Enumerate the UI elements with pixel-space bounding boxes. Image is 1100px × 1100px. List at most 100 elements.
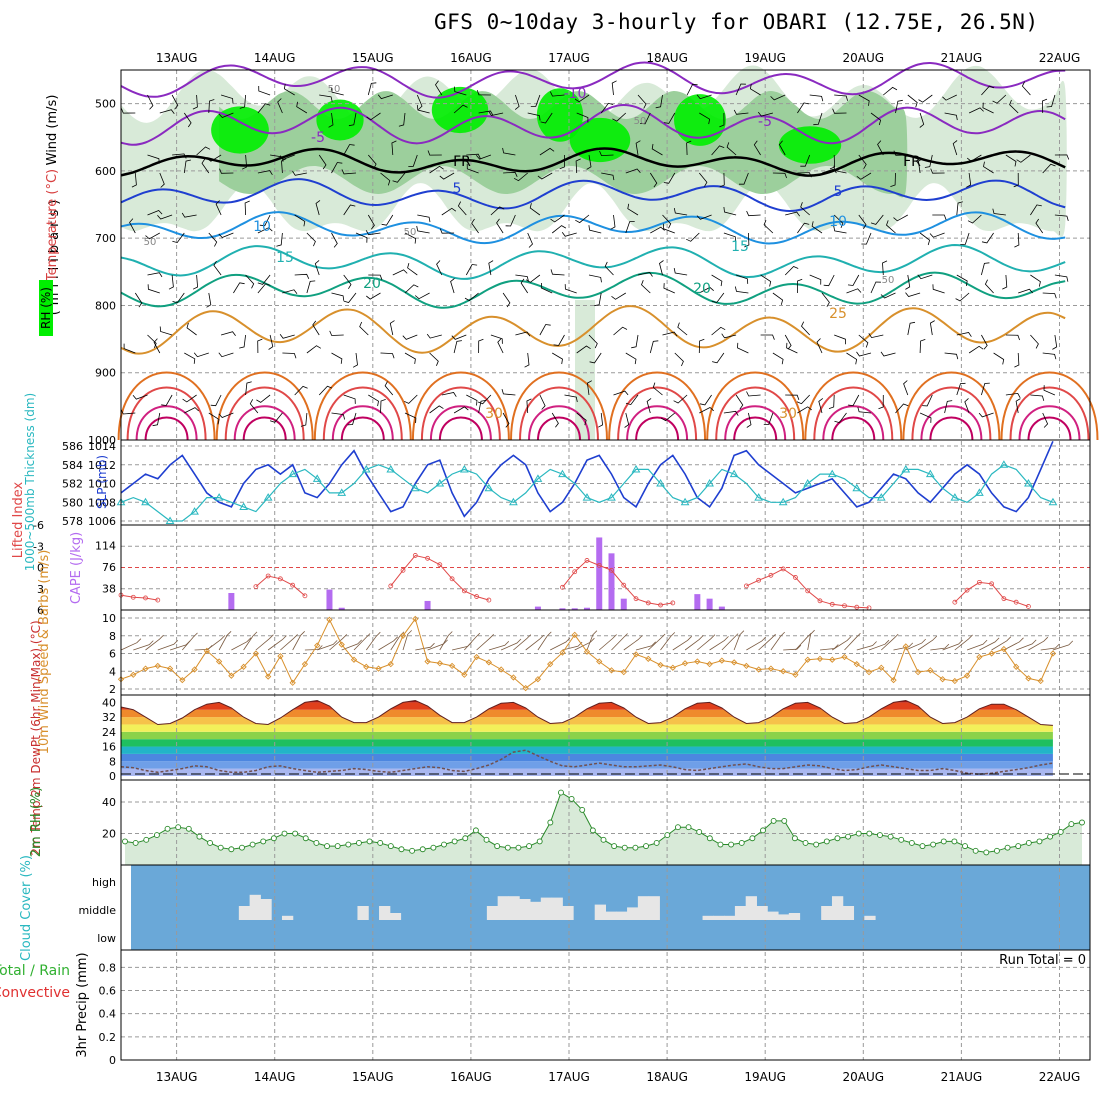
wind-speed-point xyxy=(350,656,358,663)
wind-barb xyxy=(353,633,371,651)
wind-speed-point xyxy=(314,642,321,649)
wind-barb xyxy=(208,412,220,425)
wind-barb xyxy=(811,221,823,234)
temperature-contour xyxy=(733,416,778,441)
rh-point xyxy=(196,833,203,840)
rh-point xyxy=(728,841,735,848)
wind-speed-point xyxy=(326,616,333,623)
wind-speed-point xyxy=(461,671,468,678)
wind-barb xyxy=(208,232,218,247)
lifted-index-point xyxy=(1001,596,1007,602)
wind-barb xyxy=(1018,288,1034,294)
wind-barb xyxy=(457,201,467,216)
wind-barb xyxy=(662,331,678,337)
lifted-index-point xyxy=(474,594,480,599)
wind-barb xyxy=(513,634,532,651)
panel-frame xyxy=(120,439,1091,526)
wind-barb xyxy=(537,172,553,180)
wind-barb xyxy=(186,322,197,336)
wind-barb xyxy=(588,334,598,349)
wind-barb xyxy=(331,292,345,301)
lifted-index-point xyxy=(743,583,749,589)
wind-barb xyxy=(488,260,494,276)
wind-barb xyxy=(588,225,602,234)
temperature-contour xyxy=(608,371,707,441)
rh-high-spot xyxy=(536,88,584,142)
wind-barb xyxy=(856,172,872,180)
cape-bar xyxy=(583,607,590,610)
wind-barb xyxy=(589,352,602,364)
cloud-bar xyxy=(540,897,553,920)
wind-barb xyxy=(918,94,933,103)
wind-barb xyxy=(184,407,199,414)
dewpoint-line xyxy=(120,749,1054,775)
wind-barb xyxy=(466,394,478,406)
wind-barb xyxy=(833,165,847,174)
wind-barb xyxy=(673,268,688,276)
thickness-point xyxy=(925,469,935,478)
wind-barb xyxy=(930,643,950,651)
temperature-contour xyxy=(617,386,698,441)
wind-barb xyxy=(129,218,136,234)
wind-barb xyxy=(956,382,966,396)
rh-point xyxy=(217,844,224,851)
wind-barb xyxy=(161,394,173,406)
thickness-point xyxy=(361,464,371,473)
wind-barb xyxy=(652,382,663,396)
rh-point xyxy=(536,838,543,845)
slp-tick-label: 1006 xyxy=(88,515,116,528)
wind-barb xyxy=(255,634,274,651)
wind-barb xyxy=(758,633,776,651)
temperature-contour xyxy=(635,416,680,441)
thickness-tick-label: 578 xyxy=(62,515,83,528)
wind-barb xyxy=(637,271,653,277)
wind-speed-point xyxy=(730,659,738,666)
wind-barb xyxy=(314,260,320,276)
date-label-top: 19AUG xyxy=(744,51,786,65)
wind-barb xyxy=(402,334,418,340)
cloud-bar xyxy=(831,896,844,920)
date-label-top: 22AUG xyxy=(1039,51,1081,65)
rh-point xyxy=(962,843,968,850)
wind-barb xyxy=(797,406,812,414)
cloud-bar xyxy=(864,915,876,920)
wind-barb xyxy=(319,94,333,102)
cape-bar xyxy=(534,606,541,610)
wind-speed-point xyxy=(951,677,958,685)
wind-speed-point xyxy=(927,667,934,674)
wind-barb xyxy=(778,140,786,156)
wind-barb xyxy=(453,340,462,354)
rh-point xyxy=(802,840,809,846)
wind-barb xyxy=(466,163,479,174)
thickness-point xyxy=(975,488,984,496)
lifted-index-point xyxy=(756,577,762,583)
wind-barb xyxy=(919,339,926,354)
wind-barb xyxy=(809,274,822,285)
wind-barb xyxy=(698,172,708,187)
wind-barb xyxy=(515,331,531,337)
rh-shading-area xyxy=(219,91,908,198)
wind-barb xyxy=(640,112,651,125)
cape-bar xyxy=(326,589,333,610)
wind-barb xyxy=(398,112,406,127)
temperature-contour xyxy=(715,386,796,441)
wind-barb xyxy=(604,261,614,276)
wind-barb xyxy=(772,292,784,305)
rh-point xyxy=(547,819,554,826)
wind-barb xyxy=(1052,640,1074,651)
wind-tick-label: 6 xyxy=(109,648,116,661)
wind-barb xyxy=(1046,94,1056,108)
wind-barb xyxy=(1005,392,1021,398)
wind-barb xyxy=(551,225,567,234)
rh-point xyxy=(621,844,628,851)
rh-point xyxy=(589,827,596,834)
rh-point xyxy=(781,817,788,824)
temperature-band xyxy=(121,702,1053,710)
rh-point xyxy=(430,844,437,851)
date-label-bottom: 22AUG xyxy=(1039,1070,1081,1084)
wind-barb xyxy=(739,172,749,185)
wind-barb xyxy=(355,232,368,243)
wind-barb xyxy=(181,212,197,218)
temperature-ylabel: 2m Temp 2m DewPt (6hr Min/Max) (°C) xyxy=(29,620,43,855)
rh-point xyxy=(504,844,511,851)
